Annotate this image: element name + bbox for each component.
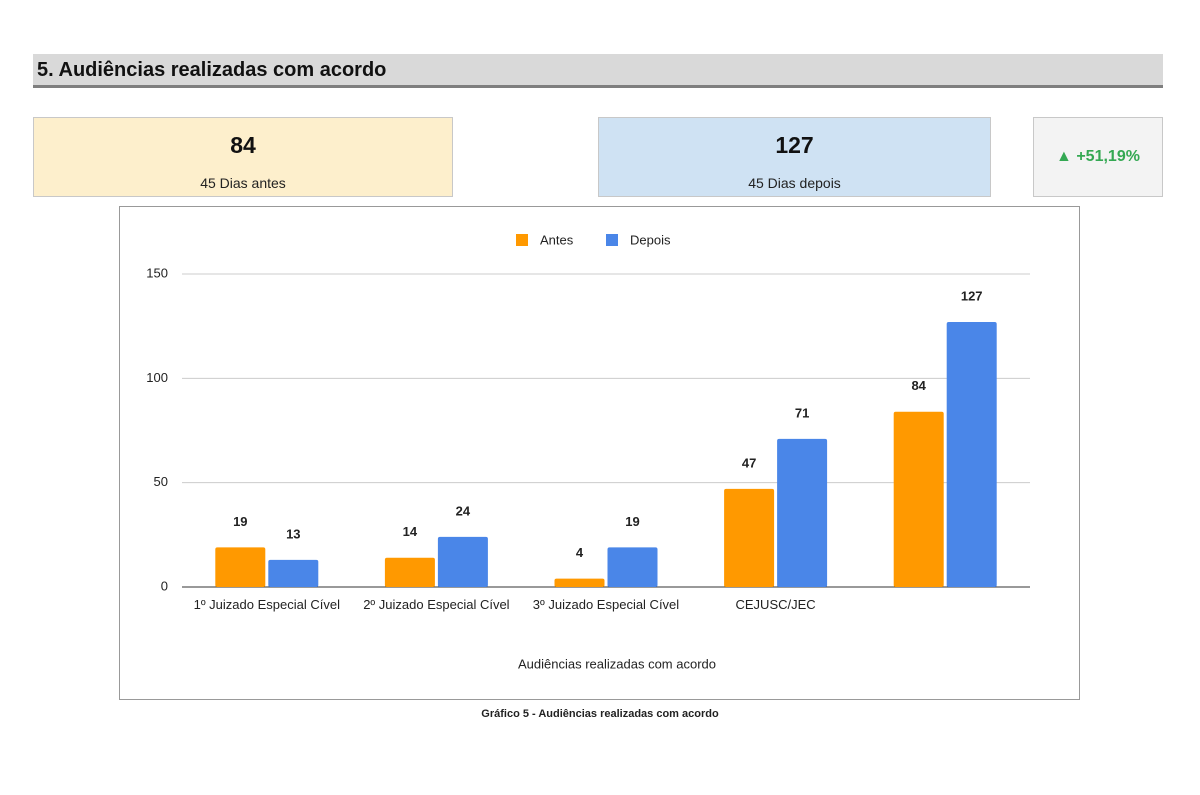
value-label: 19 [625,514,639,529]
section-title: 5. Audiências realizadas com acordo [37,59,387,81]
kpi-label: 45 Dias depois [748,175,841,191]
legend-swatch [516,234,528,246]
kpi-card: 84 45 Dias antes [33,117,453,197]
x-tick-label: CEJUSC/JEC [735,597,816,612]
bar [437,536,488,587]
bar [215,547,266,587]
value-label: 127 [961,288,983,303]
bar [946,321,997,587]
value-label: 13 [286,526,300,541]
value-label: 47 [742,455,756,470]
bar [777,438,828,587]
x-tick-label: 2º Juizado Especial Cível [363,597,510,612]
kpi-label: 45 Dias antes [200,175,286,191]
kpi-card: ▲ +51,19% [1033,117,1163,197]
kpi-value: 84 [230,132,256,158]
x-axis-title: Audiências realizadas com acordo [518,656,716,671]
value-label: 14 [403,524,418,539]
bar [384,557,435,587]
x-tick-label: 3º Juizado Especial Cível [532,597,680,612]
kpi-card: 127 45 Dias depois [598,117,991,197]
section-header: 5. Audiências realizadas com acordo [33,54,1163,88]
value-label: 24 [456,503,471,518]
bar [554,578,605,587]
bar [893,411,944,587]
y-tick-label: 100 [146,370,168,385]
bar [724,488,775,587]
bar [268,559,319,587]
y-tick-label: 0 [161,578,168,593]
x-tick-label: 1º Juizado Especial Cível [193,597,340,612]
kpi-value: 127 [775,132,814,158]
value-label: 71 [795,405,809,420]
bar [607,547,658,587]
caption: Gráfico 5 - Audiências realizadas com ac… [481,708,719,720]
value-label: 19 [233,514,247,529]
legend-swatch [606,234,618,246]
y-tick-label: 150 [146,265,168,280]
value-label: 4 [576,545,584,560]
value-label: 84 [911,378,926,393]
y-tick-label: 50 [154,474,168,489]
legend-label: Antes [540,232,574,247]
kpi-change: ▲ +51,19% [1056,148,1140,165]
legend-label: Depois [630,232,671,247]
